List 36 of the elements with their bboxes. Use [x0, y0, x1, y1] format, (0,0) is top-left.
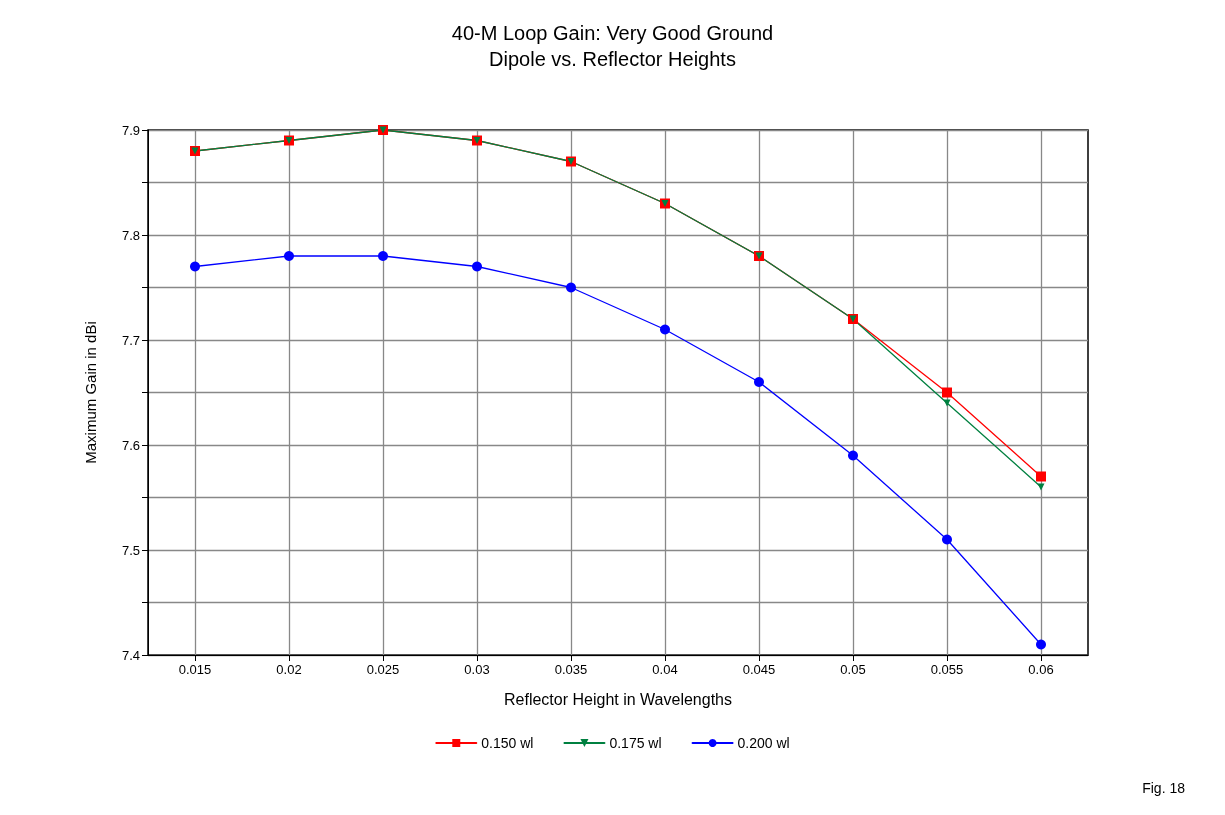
point: [660, 324, 670, 335]
x-tick-label: 0.055: [930, 662, 964, 677]
point: [848, 450, 858, 461]
y-tick-label: 7.4: [121, 647, 140, 663]
chart-title: 40-M Loop Gain: Very Good Ground: [451, 22, 774, 44]
x-tick-label: 0.025: [366, 662, 400, 677]
point: [190, 261, 200, 272]
y-tick-label: 7.8: [121, 227, 140, 243]
y-tick-label: 7.9: [121, 122, 140, 138]
point: [284, 251, 294, 261]
point: [942, 534, 952, 545]
legend-label: 0.150 wl: [481, 735, 534, 751]
x-tick-label: 0.015: [178, 662, 212, 677]
x-tick-label: 0.05: [840, 662, 866, 677]
legend-label: 0.200 wl: [737, 735, 790, 751]
x-tick-label: 0.04: [652, 662, 678, 677]
point: [754, 377, 764, 387]
y-axis-title: Maximum Gain in dBi: [82, 321, 99, 464]
point: [1036, 471, 1046, 482]
point: [942, 387, 952, 398]
point: [472, 261, 482, 272]
point: [566, 282, 576, 293]
x-tick-label: 0.03: [464, 662, 490, 677]
y-tick-label: 7.5: [121, 542, 140, 558]
x-tick-label: 0.02: [276, 662, 302, 677]
point: [378, 251, 388, 261]
y-tick-label: 7.6: [121, 437, 140, 453]
point: [1036, 639, 1046, 650]
legend-label: 0.175 wl: [609, 735, 662, 751]
caption: Fig. 18: [1142, 780, 1186, 796]
x-tick-label: 0.045: [742, 662, 776, 677]
x-axis-title: Reflector Height in Wavelengths: [504, 690, 732, 708]
chart-subtitle: Dipole vs. Reflector Heights: [489, 48, 736, 70]
y-tick-label: 7.7: [121, 332, 140, 348]
x-tick-label: 0.06: [1028, 662, 1054, 677]
x-tick-label: 0.035: [554, 662, 588, 677]
